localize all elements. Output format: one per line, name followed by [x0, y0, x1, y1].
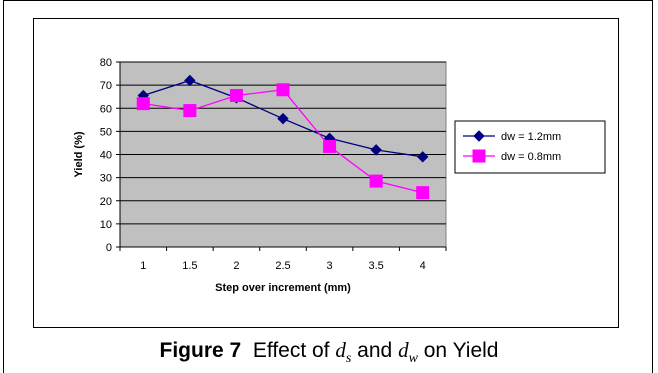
y-tick-label: 60 — [100, 103, 112, 115]
series-2-point — [229, 89, 243, 103]
figure-frame — [3, 0, 653, 373]
y-tick-label: 10 — [100, 219, 112, 231]
caption-text-2: and — [357, 339, 393, 362]
x-tick-label: 3.5 — [368, 260, 383, 272]
series-1-point — [277, 112, 289, 125]
y-tick-label: 20 — [100, 196, 112, 208]
series-2-point — [323, 139, 337, 153]
x-tick-label: 1.5 — [182, 260, 197, 272]
caption-var-dw-letter: d — [398, 338, 409, 362]
x-tick-label: 2.5 — [275, 260, 290, 272]
y-tick-label: 50 — [100, 126, 112, 138]
legend-label-1: dw = 1.2mm — [501, 131, 561, 143]
series-2-point — [136, 97, 150, 111]
series-1-point — [184, 74, 196, 87]
legend-label-2: dw = 0.8mm — [501, 151, 561, 163]
caption-var-ds: ds — [335, 338, 351, 366]
line-chart: 0 10 20 30 40 50 60 70 80 1 1.5 2 2.5 3 3.5 4 Step over … — [73, 57, 606, 294]
series-2-point — [416, 186, 430, 200]
y-tick-label: 70 — [100, 80, 112, 92]
caption-var-dw: dw — [398, 338, 418, 366]
caption-var-dw-sub: w — [408, 351, 418, 367]
series-2-point — [183, 104, 197, 118]
caption-var-ds-sub: s — [345, 351, 352, 367]
y-tick-label: 40 — [100, 150, 112, 162]
x-tick-label: 2 — [233, 260, 239, 272]
legend — [454, 120, 606, 174]
series-1-point — [417, 151, 429, 163]
x-tick-label: 1 — [140, 260, 146, 272]
legend-marker-2 — [472, 149, 486, 163]
caption-text-3: on Yield — [423, 339, 499, 362]
series-2-point — [276, 83, 290, 97]
x-axis-title: Step over increment (mm) — [215, 282, 351, 294]
series-2-point — [369, 174, 383, 188]
figure-number: Figure 7 — [159, 339, 242, 362]
y-axis-title: Yield (%) — [73, 131, 85, 177]
caption-text-1: Effect of — [252, 339, 330, 362]
y-tick-label: 30 — [100, 173, 112, 185]
series-1-point — [370, 144, 382, 156]
caption-var-ds-letter: d — [335, 338, 346, 362]
x-tick-label: 3 — [327, 260, 333, 272]
y-tick-label: 0 — [106, 242, 112, 254]
legend-marker-1 — [473, 130, 485, 142]
y-tick-label: 80 — [100, 57, 112, 69]
figure-caption: Figure 7 Effect of ds and dw on Yield — [0, 338, 658, 367]
chart-container: 0 10 20 30 40 50 60 70 80 1 1.5 2 2.5 3 3.5 4 Step over … — [33, 18, 619, 328]
x-tick-label: 4 — [420, 260, 426, 272]
